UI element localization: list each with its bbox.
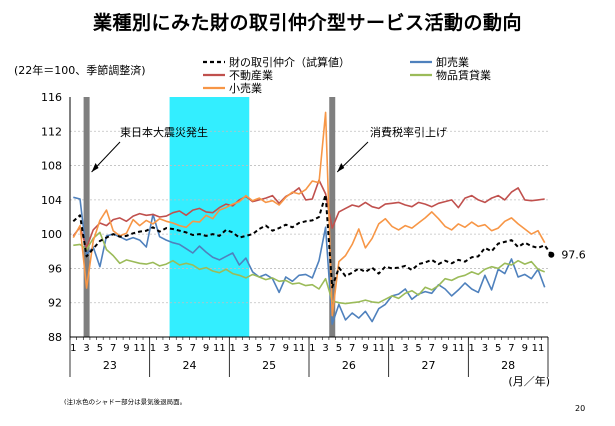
legend-label-2: 不動産業 <box>229 68 273 82</box>
x-month-label: 7 <box>190 343 196 354</box>
event-bar <box>329 97 336 337</box>
event-arrowhead <box>337 163 345 172</box>
y-tick-label: 100 <box>41 228 62 241</box>
x-month-label: 1 <box>389 343 395 354</box>
x-month-label: 11 <box>452 343 465 354</box>
x-month-label: 7 <box>508 343 514 354</box>
x-month-label: 5 <box>176 343 182 354</box>
x-month-label: 9 <box>283 343 289 354</box>
x-month-label: 1 <box>70 343 76 354</box>
unit-note: (22年＝100、季節調整済) <box>14 64 146 77</box>
end-value-label: 97.6 <box>561 249 586 262</box>
x-month-label: 7 <box>110 343 116 354</box>
page-number: 20 <box>575 404 586 413</box>
y-tick-label: 92 <box>48 297 62 310</box>
x-month-label: 5 <box>415 343 421 354</box>
x-year-label: 23 <box>103 359 117 372</box>
x-month-label: 9 <box>123 343 129 354</box>
x-month-label: 1 <box>309 343 315 354</box>
y-tick-labels: 88 92 96 100 104 108 112 116 <box>41 91 62 344</box>
series-line-4 <box>72 111 546 317</box>
x-month-label: 1 <box>229 343 235 354</box>
y-tick-label: 112 <box>41 125 62 138</box>
x-month-label: 3 <box>243 343 249 354</box>
event-arrowhead <box>91 163 99 172</box>
x-year-label: 24 <box>183 359 197 372</box>
x-year-label: 26 <box>342 359 356 372</box>
x-month-label: 9 <box>362 343 368 354</box>
y-tick-label: 108 <box>41 160 62 173</box>
legend-label-4: 小売業 <box>229 82 262 95</box>
series-line-1 <box>73 196 546 325</box>
x-month-label: 7 <box>349 343 355 354</box>
x-month-label: 1 <box>468 343 474 354</box>
x-month-label: 11 <box>213 343 226 354</box>
x-month-label: 3 <box>482 343 488 354</box>
x-month-label: 9 <box>442 343 448 354</box>
x-year-label: 28 <box>501 359 515 372</box>
event-label-tax: 消費税率引上げ <box>370 125 447 139</box>
x-axis-unit: (月／年) <box>508 374 550 388</box>
x-month-label: 11 <box>293 343 306 354</box>
axes-layer <box>69 97 549 377</box>
y-tick-label: 96 <box>48 262 62 275</box>
annotations-layer: 97.6 東日本大震災発生 消費税率引上げ <box>91 125 586 262</box>
x-month-label: 11 <box>532 343 545 354</box>
chart-title: 業種別にみた財の取引仲介型サービス活動の動向 <box>92 12 522 34</box>
y-tick-label: 116 <box>41 91 62 104</box>
x-month-label: 11 <box>133 343 146 354</box>
x-month-label: 3 <box>322 343 328 354</box>
x-month-label: 3 <box>163 343 169 354</box>
legend-label-0: 財の取引仲介（試算値） <box>229 55 350 69</box>
x-month-label: 1 <box>150 343 156 354</box>
series-line-0 <box>72 193 553 289</box>
x-year-label: 25 <box>262 359 276 372</box>
x-month-label: 9 <box>522 343 528 354</box>
y-tick-label: 88 <box>48 331 62 344</box>
x-month-label: 9 <box>203 343 209 354</box>
series-lines-layer <box>72 111 553 325</box>
x-month-label: 5 <box>97 343 103 354</box>
legend-label-3: 物品賃貸業 <box>436 68 491 82</box>
end-point-marker <box>548 251 555 258</box>
x-month-label: 7 <box>269 343 275 354</box>
x-month-label: 7 <box>429 343 435 354</box>
x-month-label: 5 <box>256 343 262 354</box>
series-line-3 <box>73 231 545 305</box>
x-month-label: 11 <box>372 343 385 354</box>
x-year-label: 27 <box>422 359 436 372</box>
y-tick-label: 104 <box>41 194 62 207</box>
x-month-label: 3 <box>83 343 89 354</box>
event-bars-layer <box>83 97 336 337</box>
x-month-label: 5 <box>495 343 501 354</box>
legend-label-1: 卸売業 <box>436 55 469 69</box>
x-month-label: 3 <box>402 343 408 354</box>
x-month-label: 5 <box>336 343 342 354</box>
footnote: (注)水色のシャドー部分は景気後退局面。 <box>64 398 187 406</box>
series-line-2 <box>72 179 545 249</box>
event-label-earthquake: 東日本大震災発生 <box>120 125 208 139</box>
event-bar <box>83 97 90 337</box>
